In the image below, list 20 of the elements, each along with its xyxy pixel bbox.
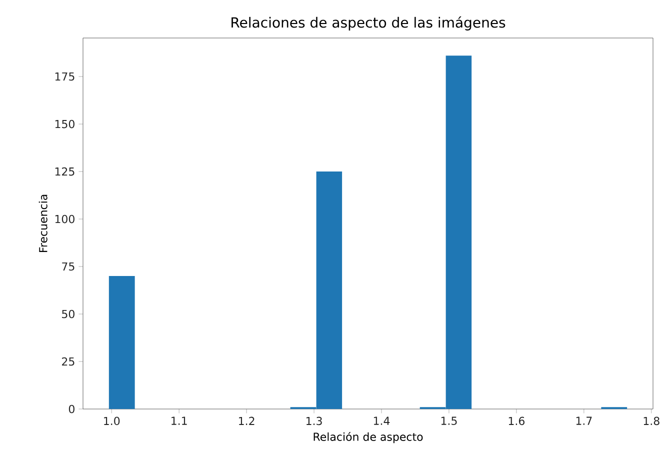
x-tick-label: 1.6 xyxy=(508,416,524,426)
x-tick-label: 1.3 xyxy=(306,416,322,426)
x-tick-label: 1.8 xyxy=(644,416,660,426)
y-tick-label: 150 xyxy=(55,120,74,128)
x-tick-label: 1.0 xyxy=(104,416,120,426)
x-tick-label: 1.2 xyxy=(239,416,254,425)
y-tick-label: 125 xyxy=(55,167,74,176)
x-tick-label: 1.4 xyxy=(374,416,390,425)
x-tick-label: 1.7 xyxy=(576,416,592,425)
y-tick-label: 0 xyxy=(68,404,74,414)
y-tick-label: 100 xyxy=(55,214,74,224)
y-tick-label: 75 xyxy=(62,262,74,271)
x-tick-label: 1.1 xyxy=(172,416,187,425)
y-tick-label: 50 xyxy=(62,310,74,318)
x-axis-title: Relación de aspecto xyxy=(314,432,423,444)
y-tick-label: 175 xyxy=(55,72,74,81)
chart-title: Relaciones de aspecto de las imágenes xyxy=(232,16,506,30)
y-axis-title: Frecuencia xyxy=(38,194,48,252)
x-tick-label: 1.5 xyxy=(441,416,457,425)
y-tick-label: 25 xyxy=(62,357,74,366)
